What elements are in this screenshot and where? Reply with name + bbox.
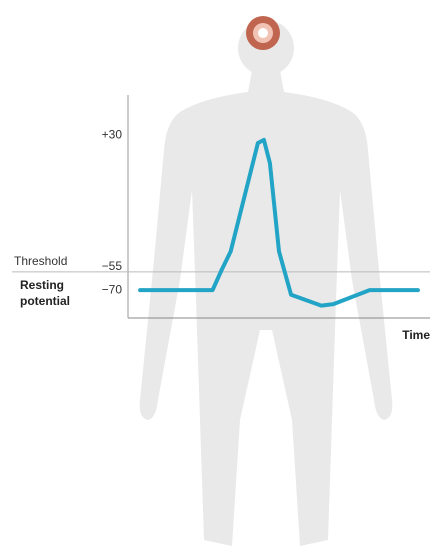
resting-label: potential xyxy=(20,294,70,308)
y-tick-label: −55 xyxy=(102,259,123,273)
chart: Time Threshold Resting potential +30 −55 −… xyxy=(0,0,436,554)
resting-label: Resting xyxy=(20,278,64,292)
x-axis-label: Time xyxy=(402,328,430,342)
y-tick-label: −70 xyxy=(102,282,123,296)
brain-icon xyxy=(246,16,280,50)
body-silhouette xyxy=(140,20,393,546)
y-tick-label: +30 xyxy=(102,127,123,141)
threshold-label: Threshold xyxy=(14,254,67,268)
